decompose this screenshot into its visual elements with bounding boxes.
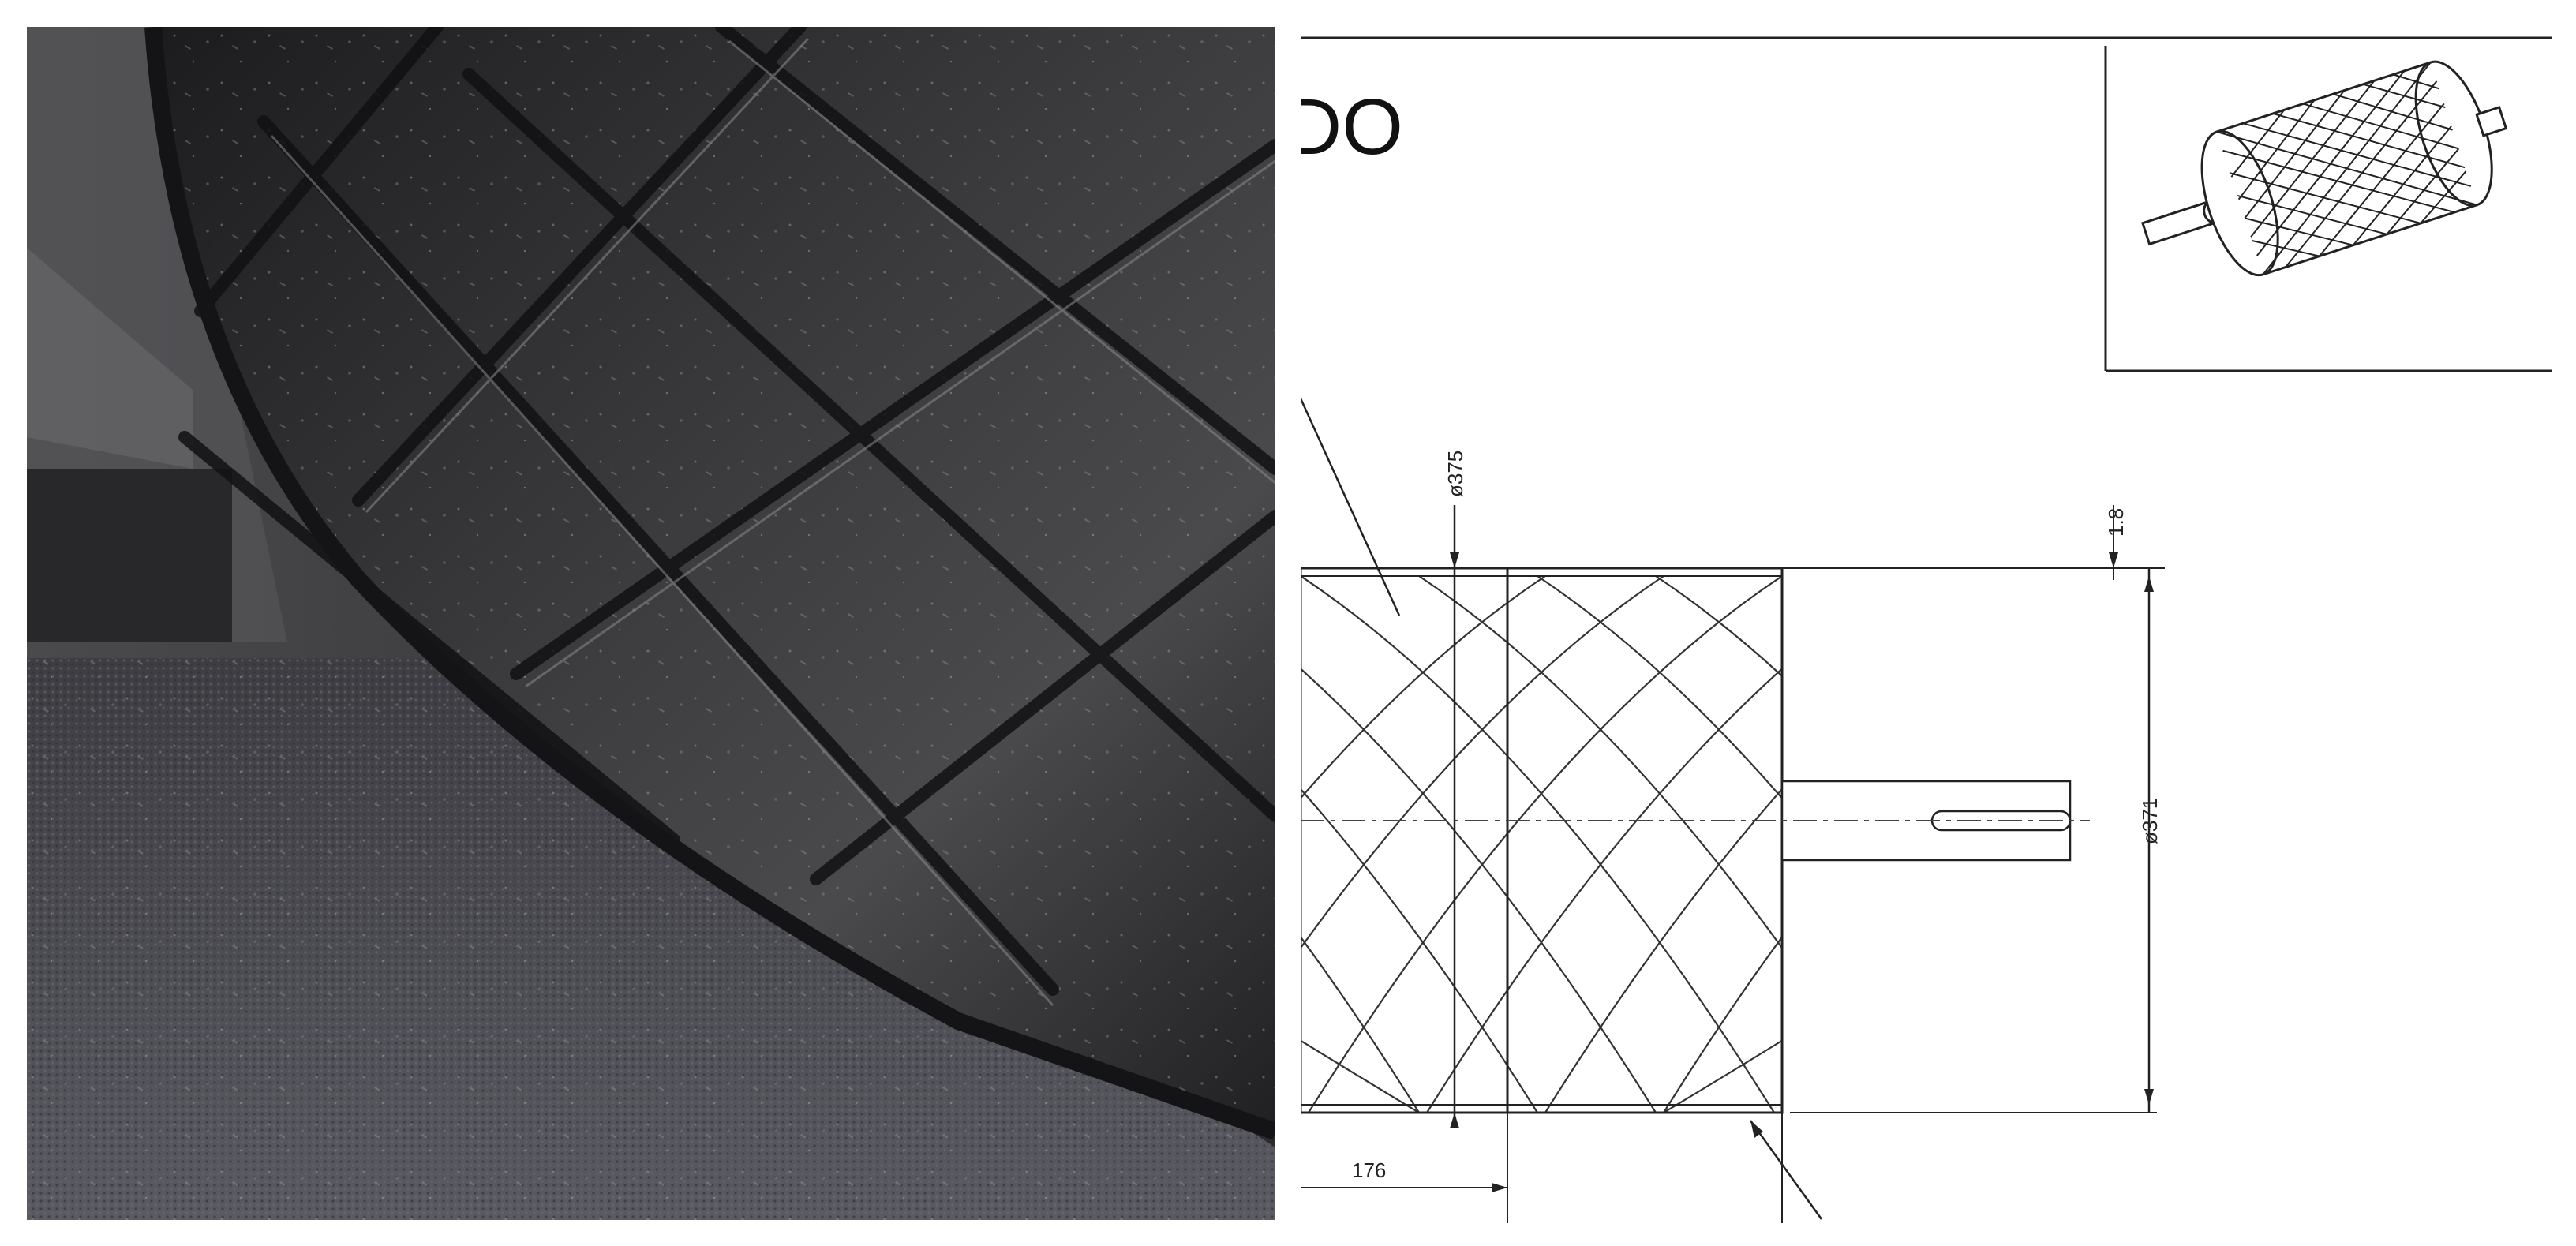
leader-line-bottom [1749, 1120, 1823, 1220]
dimension-shell-diameter: ø375 [1443, 451, 1467, 1128]
dim-shell-diameter-label: ø375 [1443, 451, 1467, 497]
pulley-photo-illustration [27, 27, 1275, 1220]
pulley-technical-drawing: DO [1285, 24, 2555, 1223]
drawing-canvas: DO [1285, 36, 2552, 1223]
dim-rubber-thickness-label: 1.8 [2104, 508, 2128, 537]
isometric-pulley-icon [2141, 60, 2508, 277]
leader-line-lagging [1299, 398, 1401, 616]
isometric-inset [2104, 46, 2552, 372]
drawing-title: DO [1301, 83, 1403, 171]
dim-overall-diameter-label: ø371 [2138, 798, 2162, 844]
pulley-photo [27, 27, 1275, 1220]
dim-end-offset-label: 176 [1352, 1158, 1386, 1182]
drum-lagging-body [1299, 567, 1784, 1114]
dimension-rubber-thickness: 1.8 [1782, 505, 2165, 580]
dimension-end-offset: 176 [1301, 1113, 1508, 1223]
dimension-overall-diameter: ø371 [1790, 568, 2162, 1113]
